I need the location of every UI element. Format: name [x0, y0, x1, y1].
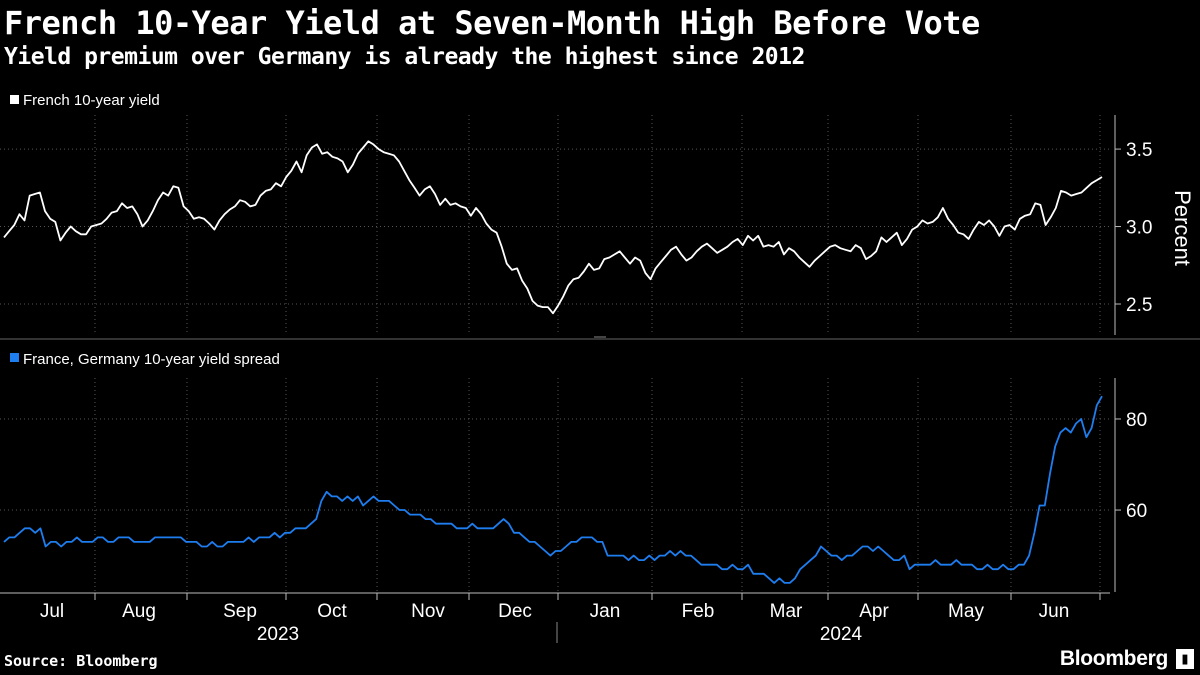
y-tick-label: 2.5 — [1126, 295, 1152, 316]
chart-area: French 10-year yield 2.5 3.0 3.5 Percent F… — [0, 92, 1200, 645]
x-tick-label: Nov — [411, 601, 445, 622]
year-label-2024: 2024 — [820, 624, 863, 645]
x-tick-label: Apr — [859, 601, 889, 622]
x-tick-label: Aug — [122, 601, 156, 622]
spread-legend-swatch — [10, 353, 19, 362]
x-tick-label: Feb — [682, 601, 715, 622]
yield-legend-label: French 10-year yield — [23, 92, 160, 109]
x-tick-label: May — [948, 601, 984, 622]
x-axis: Jul Aug Sep Oct Nov Dec Jan Feb Mar Apr May Jun 202… — [0, 592, 1110, 645]
spread-panel: France, Germany 10-year yield spread 60 8… — [0, 351, 1147, 592]
x-tick-label: Mar — [770, 601, 803, 622]
yield-line — [3, 140, 1103, 315]
x-tick-label: Oct — [317, 601, 347, 622]
yield-y-ticks: 2.5 3.0 3.5 — [1115, 140, 1152, 316]
yield-grid — [0, 115, 1110, 335]
yield-legend-swatch — [10, 95, 19, 104]
spread-y-ticks: 60 80 — [1115, 410, 1147, 522]
x-tick-label: Jun — [1039, 601, 1070, 622]
bloomberg-badge-icon: ▮ — [1176, 649, 1194, 669]
year-label-2023: 2023 — [257, 624, 299, 645]
yield-axis-title: Percent — [1170, 190, 1195, 266]
source-note: Source: Bloomberg — [4, 652, 158, 670]
x-tick-label: Jul — [40, 601, 64, 622]
y-tick-label: 60 — [1126, 501, 1147, 522]
x-tick-label: Jan — [590, 601, 621, 622]
x-tick-label: Sep — [223, 601, 257, 622]
yield-panel: French 10-year yield 2.5 3.0 3.5 Percent — [0, 92, 1195, 335]
x-ticks: Jul Aug Sep Oct Nov Dec Jan Feb Mar Apr May Jun — [40, 593, 1101, 622]
spread-line — [3, 395, 1103, 584]
brand-logo: Bloomberg — [1059, 647, 1168, 670]
chart-title: French 10-Year Yield at Seven-Month High… — [4, 4, 980, 42]
y-tick-label: 3.0 — [1126, 218, 1152, 239]
spread-grid — [0, 378, 1110, 592]
y-tick-label: 3.5 — [1126, 140, 1152, 161]
spread-legend-label: France, Germany 10-year yield spread — [23, 351, 280, 368]
x-tick-label: Dec — [498, 601, 532, 622]
chart-subtitle: Yield premium over Germany is already th… — [4, 44, 805, 70]
y-tick-label: 80 — [1126, 410, 1147, 431]
